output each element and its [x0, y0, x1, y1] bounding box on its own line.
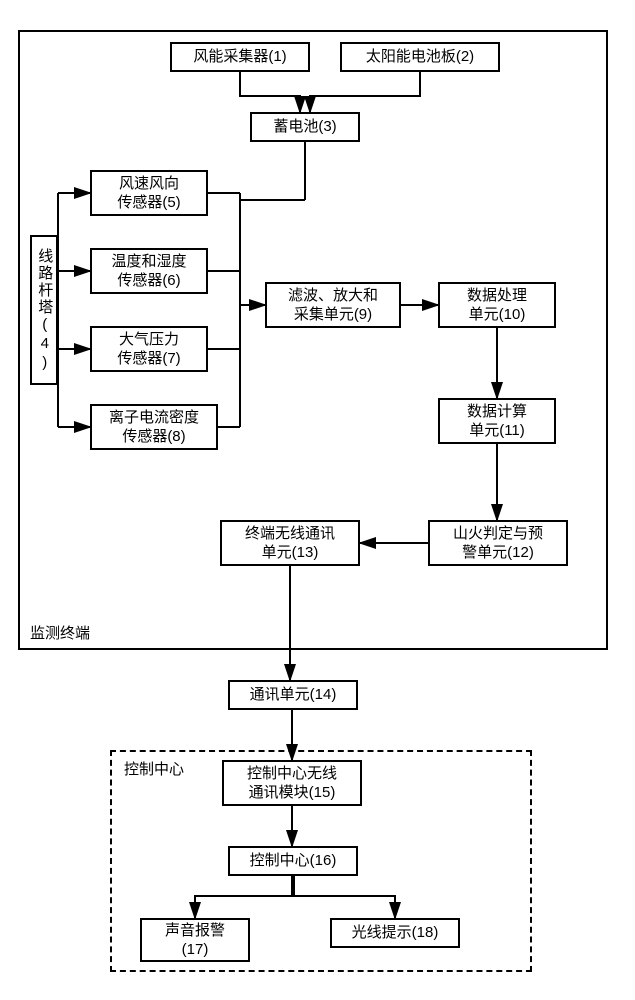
node-temp-humid-sensor: 温度和湿度 传感器(6) [90, 248, 208, 294]
node-sound-alarm: 声音报警 (17) [140, 918, 250, 962]
node-pressure-sensor: 大气压力 传感器(7) [90, 326, 208, 372]
node-data-compute: 数据计算 单元(11) [438, 398, 556, 444]
diagram-canvas: 监测终端 控制中心 风能采集器(1) 太阳能电池板(2) 蓄电池(3) 线路杆塔… [0, 0, 635, 1000]
node-wind-sensor: 风速风向 传感器(5) [90, 170, 208, 216]
node-filter-amp-collect: 滤波、放大和 采集单元(9) [265, 282, 401, 328]
node-battery: 蓄电池(3) [250, 112, 360, 142]
node-control-comm: 控制中心无线 通讯模块(15) [222, 760, 362, 806]
node-control-center: 控制中心(16) [228, 846, 358, 876]
node-fire-alert: 山火判定与预 警单元(12) [428, 520, 568, 566]
node-ion-current-sensor: 离子电流密度 传感器(8) [90, 404, 218, 450]
frame-control-label: 控制中心 [122, 758, 186, 779]
node-comm-unit: 通讯单元(14) [228, 680, 358, 710]
node-wind-collector: 风能采集器(1) [170, 42, 310, 72]
frame-terminal-label: 监测终端 [28, 622, 92, 643]
node-solar-panel: 太阳能电池板(2) [340, 42, 500, 72]
node-tower: 线路杆塔(4) [30, 235, 58, 385]
node-data-process: 数据处理 单元(10) [438, 282, 556, 328]
node-light-alert: 光线提示(18) [330, 918, 460, 948]
node-terminal-comm: 终端无线通讯 单元(13) [220, 520, 360, 566]
